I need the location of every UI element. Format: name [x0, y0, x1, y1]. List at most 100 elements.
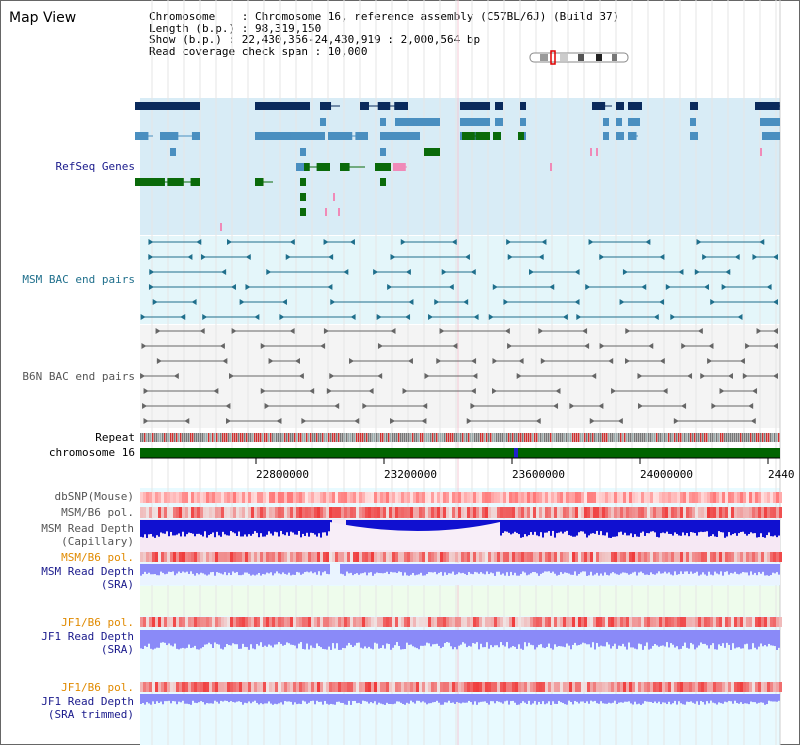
bac-end-stop: [405, 269, 411, 275]
depth-bar: [510, 630, 512, 648]
snp-cell: [614, 552, 617, 562]
depth-bar: [554, 694, 556, 704]
msm-bac-track[interactable]: [140, 239, 778, 320]
gene-strand-arrow: [616, 118, 622, 126]
depth-bar: [528, 564, 530, 575]
bac-end-stop: [591, 373, 597, 379]
depth-bar: [734, 694, 736, 701]
depth-bar: [286, 630, 288, 643]
bac-end-start: [149, 269, 155, 275]
depth-bar: [266, 520, 268, 535]
snp-cell: [386, 617, 389, 627]
depth-bar: [244, 630, 246, 647]
repeat-mark: [664, 433, 666, 442]
depth-bar: [448, 630, 450, 643]
snp-cell: [380, 617, 383, 627]
depth-bar: [442, 520, 444, 536]
snp-cell: [383, 492, 386, 503]
bac-end-stop: [541, 239, 547, 245]
depth-bar: [694, 630, 696, 650]
snp-cell: [692, 507, 695, 518]
depth-bar: [724, 564, 726, 572]
snp-cell: [662, 507, 665, 518]
snp-cell: [431, 492, 434, 503]
depth-bar: [746, 564, 748, 573]
depth-bar: [230, 520, 232, 532]
depth-bar: [774, 520, 776, 536]
snp-cell: [440, 552, 443, 562]
depth-bar: [218, 564, 220, 573]
depth-bar: [174, 694, 176, 702]
depth-bar: [370, 630, 372, 649]
depth-bar: [226, 564, 228, 576]
snp-cell: [545, 552, 548, 562]
snp-cell: [698, 617, 701, 627]
depth-bar: [252, 564, 254, 575]
depth-bar: [554, 630, 556, 645]
bac-end-stop: [470, 269, 476, 275]
bac-end-start: [402, 388, 408, 394]
snp-cell: [605, 492, 608, 503]
depth-bar: [428, 630, 430, 644]
repeat-mark: [470, 433, 472, 442]
snp-cell: [659, 682, 662, 692]
snp-cell: [761, 507, 764, 518]
jf1-read-depth-trim-label: JF1 Read Depth: [41, 695, 134, 708]
bac-end-stop: [471, 358, 477, 364]
depth-bar: [658, 630, 660, 647]
b6n-bac-track[interactable]: [140, 328, 778, 424]
bac-end-stop: [184, 418, 190, 424]
snp-cell: [287, 617, 290, 627]
refseq-genes-track[interactable]: [135, 102, 780, 231]
snp-cell: [509, 617, 512, 627]
depth-bar: [196, 630, 198, 650]
depth-bar: [292, 630, 294, 645]
bac-end-start: [702, 254, 708, 260]
bac-end-start: [141, 343, 147, 349]
snp-cell: [647, 552, 650, 562]
chromosome-ideogram[interactable]: [529, 50, 629, 65]
depth-bar: [724, 630, 726, 648]
depth-bar: [622, 520, 624, 535]
depth-bar: [630, 564, 632, 574]
repeat-mark: [312, 433, 314, 442]
depth-bar: [730, 694, 732, 702]
repeat-mark: [562, 433, 564, 442]
snp-cell: [656, 492, 659, 503]
depth-bar: [738, 564, 740, 575]
depth-bar: [314, 564, 316, 573]
snp-cell: [209, 617, 212, 627]
snp-cell: [194, 552, 197, 562]
snp-cell: [752, 492, 755, 503]
snp-cell: [632, 617, 635, 627]
snp-cell: [491, 682, 494, 692]
snp-cell: [671, 492, 674, 503]
gene-exon: [152, 178, 165, 186]
snp-cell: [563, 552, 566, 562]
depth-bar: [772, 630, 774, 646]
snp-cell: [563, 617, 566, 627]
depth-bar: [310, 694, 312, 702]
snp-cell: [665, 507, 668, 518]
snp-cell: [614, 507, 617, 518]
snp-cell: [257, 682, 260, 692]
snp-cell: [434, 617, 437, 627]
depth-bar: [226, 694, 228, 701]
depth-bar: [712, 694, 714, 703]
repeat-mark: [546, 433, 548, 442]
depth-bar: [476, 694, 478, 705]
repeat-track[interactable]: [140, 433, 780, 442]
snp-cell: [335, 507, 338, 518]
repeat-mark: [760, 433, 762, 442]
depth-bar: [702, 564, 704, 573]
depth-bar: [298, 564, 300, 573]
repeat-mark: [250, 433, 252, 442]
snp-cell: [584, 552, 587, 562]
snp-cell: [758, 492, 761, 503]
depth-bar: [652, 630, 654, 646]
snp-cell: [248, 682, 251, 692]
repeat-mark: [228, 433, 230, 442]
repeat-mark: [158, 433, 160, 442]
snp-cell: [536, 617, 539, 627]
